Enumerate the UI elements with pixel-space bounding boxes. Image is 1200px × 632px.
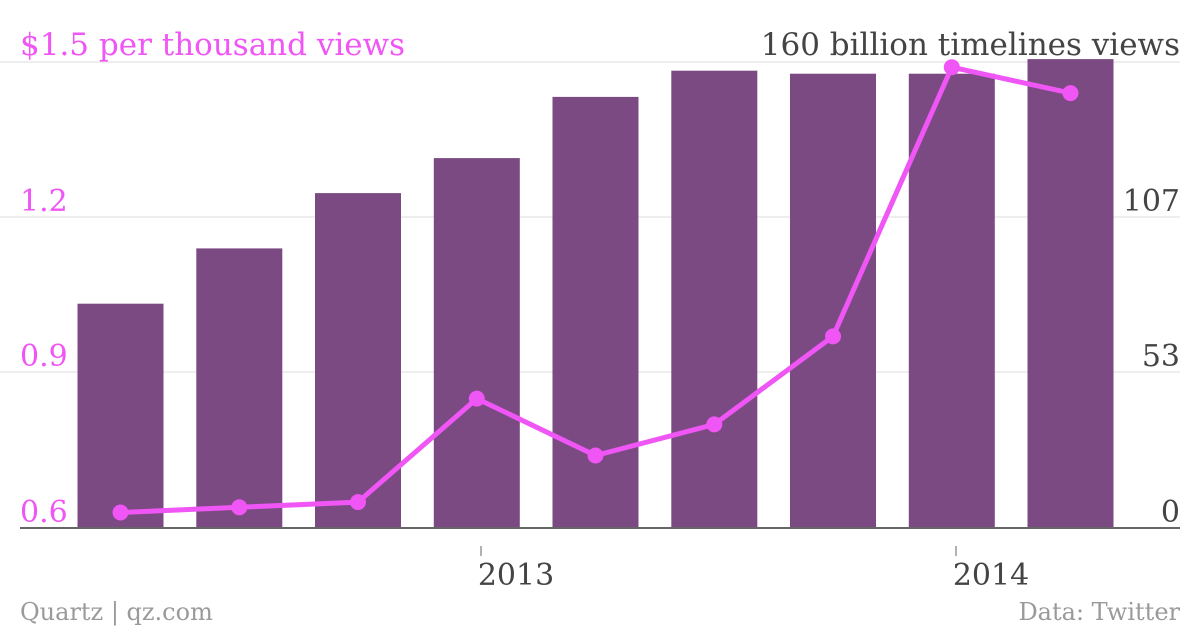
line-point [943, 59, 960, 76]
right-tick-label: 107 [1123, 184, 1180, 219]
line-point [1062, 85, 1079, 102]
line-point [350, 494, 366, 511]
line-point [112, 504, 129, 521]
bar [77, 303, 164, 528]
bar [671, 70, 758, 528]
line-point [468, 390, 485, 407]
footer-source-left: Quartz | qz.com [20, 598, 213, 627]
right-tick-label: 0 [1161, 495, 1180, 530]
x-tick-label: 2013 [478, 558, 554, 593]
line-point [825, 328, 841, 345]
bar-series [77, 59, 1114, 529]
left-axis-title: $1.5 per thousand views [20, 27, 405, 63]
bar [908, 73, 995, 528]
right-tick-label: 53 [1142, 339, 1180, 374]
bar [790, 73, 876, 528]
footer-source-right: Data: Twitter [1018, 598, 1180, 626]
bar [433, 158, 520, 528]
left-tick-label: 0.6 [20, 495, 68, 530]
left-tick-label: 0.9 [20, 339, 68, 374]
bar [1027, 59, 1114, 528]
line-point [587, 447, 604, 464]
line-series [112, 59, 1079, 521]
right-axis-title: 160 billion timelines views [761, 27, 1180, 63]
bar [196, 248, 283, 528]
bar [315, 193, 401, 528]
x-axis-ticks [480, 546, 957, 556]
line-point [231, 499, 248, 516]
x-tick-label: 2014 [953, 558, 1029, 593]
line-point [706, 416, 723, 433]
left-tick-label: 1.2 [20, 184, 68, 219]
